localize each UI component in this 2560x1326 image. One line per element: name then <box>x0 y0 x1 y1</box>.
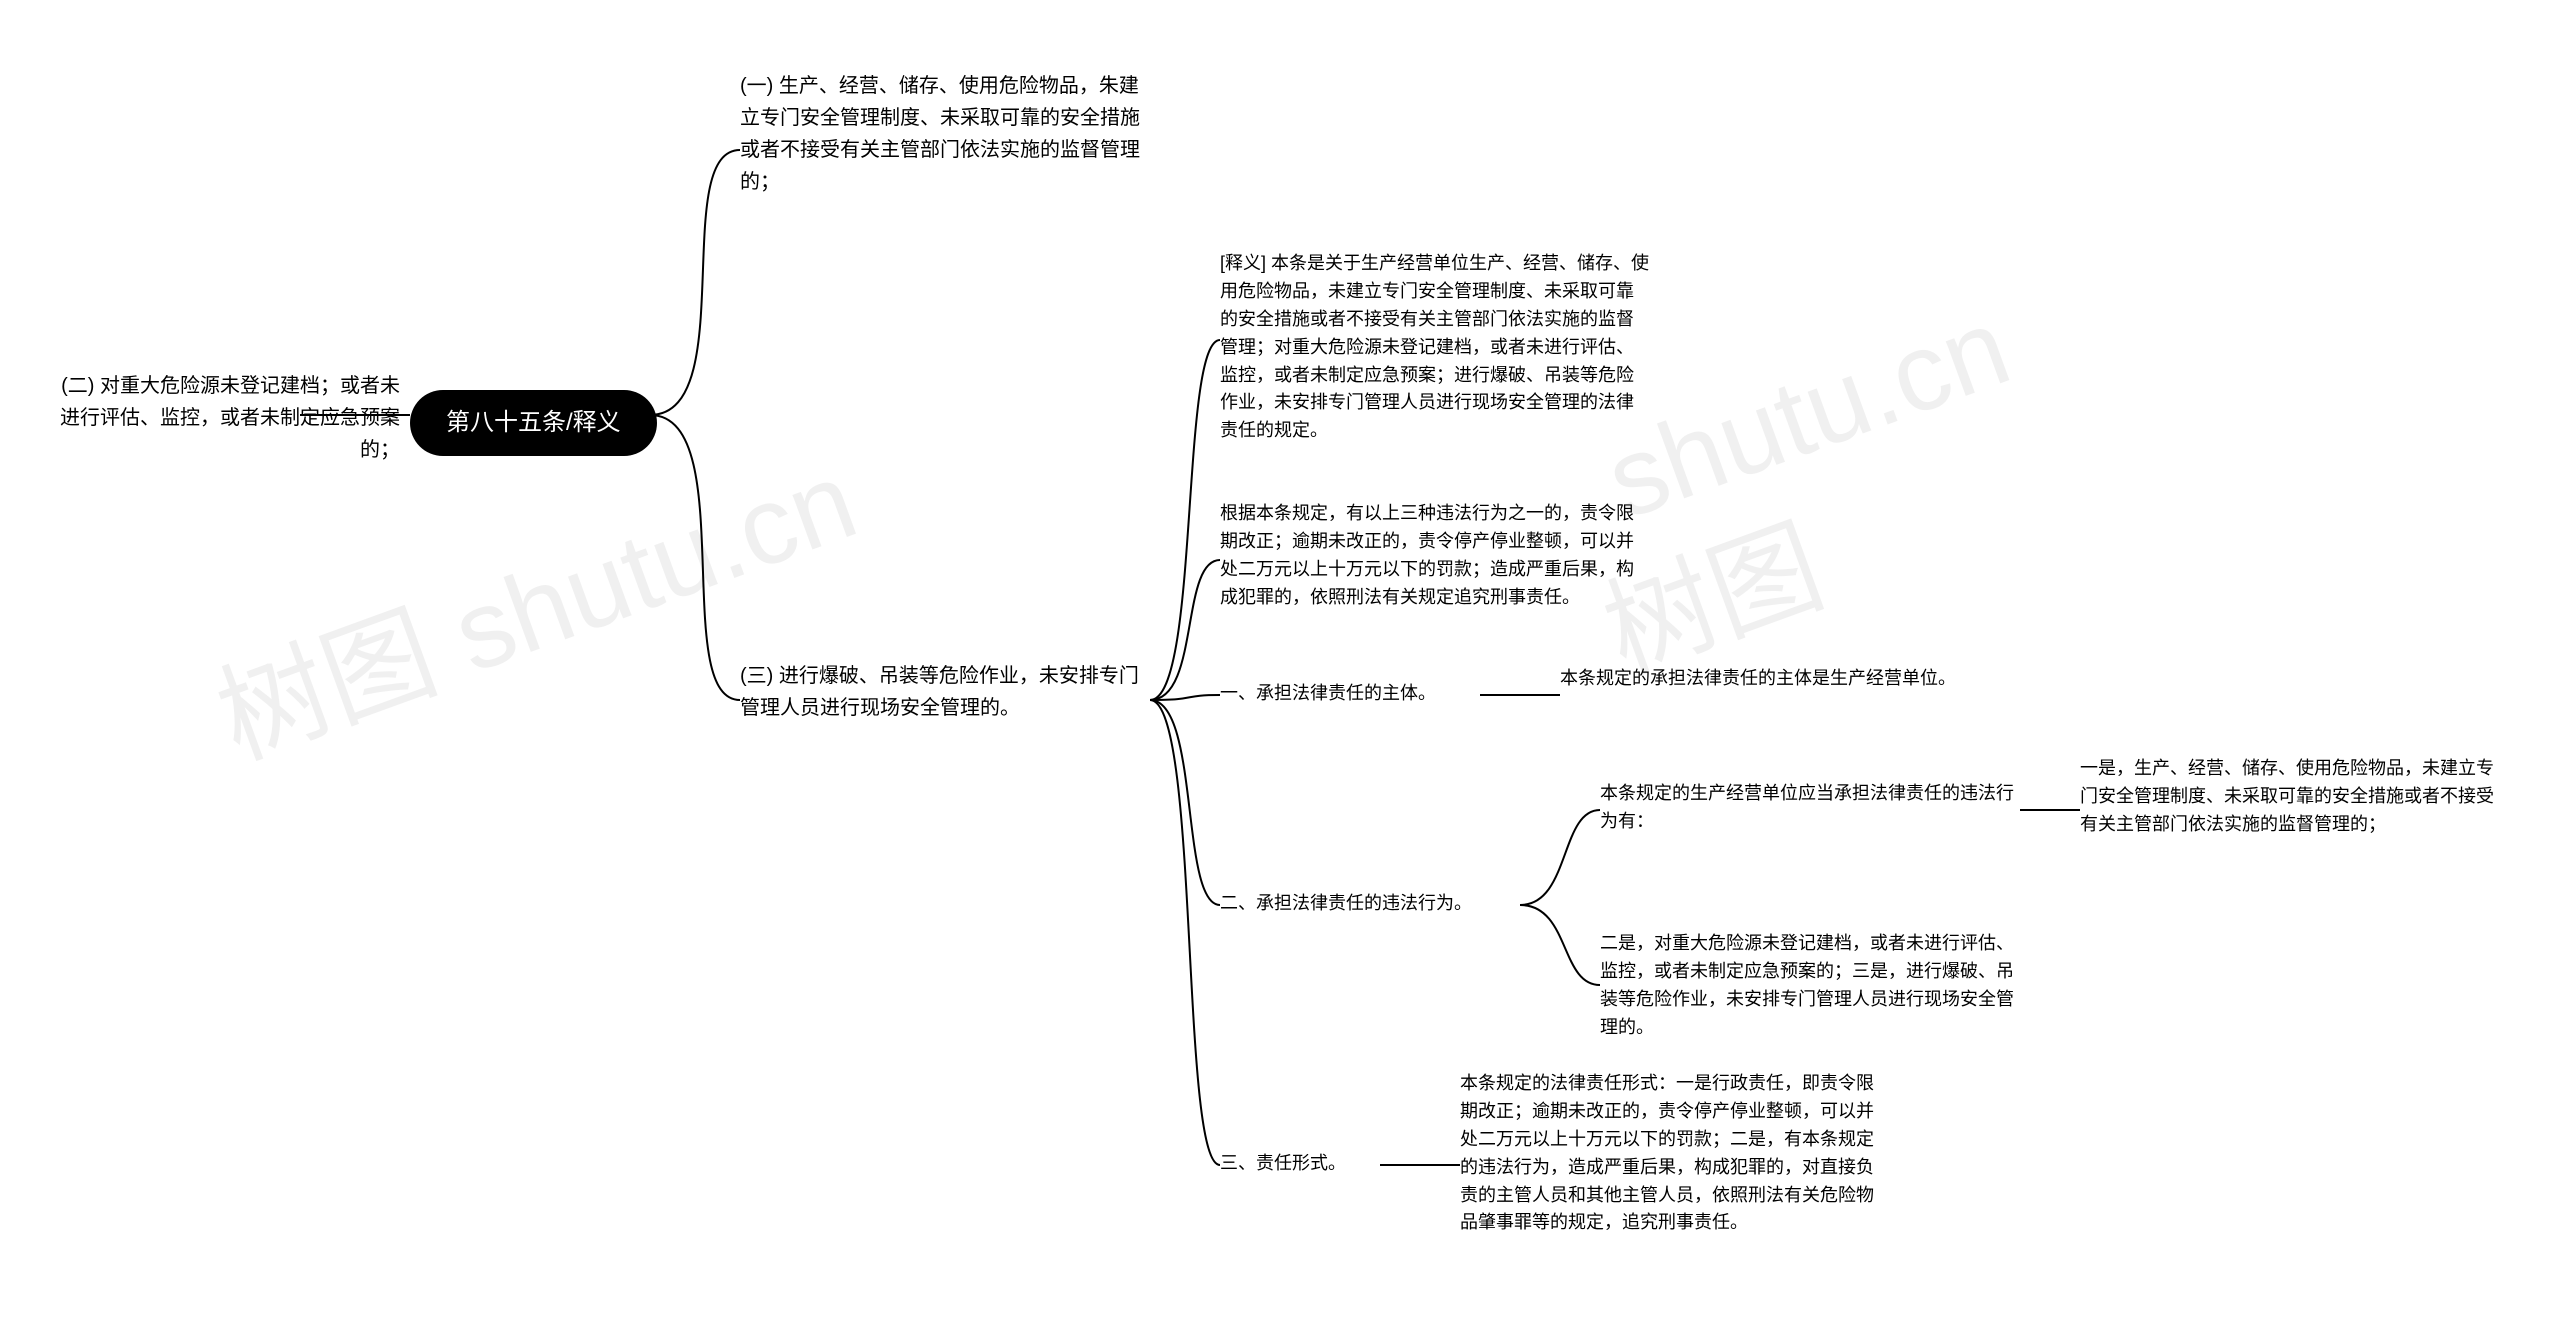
r2-5-child-1: 本条规定的法律责任形式：一是行政责任，即责令限期改正；逾期未改正的，责令停产停业… <box>1460 1070 1890 1237</box>
right-node-2: (三) 进行爆破、吊装等危险作业，未安排专门管理人员进行现场安全管理的。 <box>740 660 1140 724</box>
r2-child-5: 三、责任形式。 <box>1220 1150 1380 1178</box>
root-node: 第八十五条/释义 <box>410 390 657 456</box>
connectors <box>0 0 2560 1326</box>
right-node-1: (一) 生产、经营、储存、使用危险物品，朱建立专门安全管理制度、未采取可靠的安全… <box>740 70 1140 198</box>
r2-4-1-child-1: 一是，生产、经营、储存、使用危险物品，未建立专门安全管理制度、未采取可靠的安全措… <box>2080 755 2510 839</box>
r2-child-2: 根据本条规定，有以上三种违法行为之一的，责令限期改正；逾期未改正的，责令停产停业… <box>1220 500 1650 612</box>
r2-child-1: [释义] 本条是关于生产经营单位生产、经营、储存、使用危险物品，未建立专门安全管… <box>1220 250 1650 445</box>
r2-3-child-1: 本条规定的承担法律责任的主体是生产经营单位。 <box>1560 665 1980 693</box>
r2-4-child-1: 本条规定的生产经营单位应当承担法律责任的违法行为有： <box>1600 780 2020 836</box>
r2-child-4: 二、承担法律责任的违法行为。 <box>1220 890 1520 918</box>
watermark-1: 树图 shutu.cn <box>193 411 874 789</box>
r2-child-3: 一、承担法律责任的主体。 <box>1220 680 1480 708</box>
r2-4-child-2: 二是，对重大危险源未登记建档，或者未进行评估、监控，或者未制定应急预案的；三是，… <box>1600 930 2030 1042</box>
watermark-2: shutu.cn <box>1591 283 2025 545</box>
left-node-1: (二) 对重大危险源未登记建档；或者未进行评估、监控，或者未制定应急预案的； <box>60 370 400 466</box>
